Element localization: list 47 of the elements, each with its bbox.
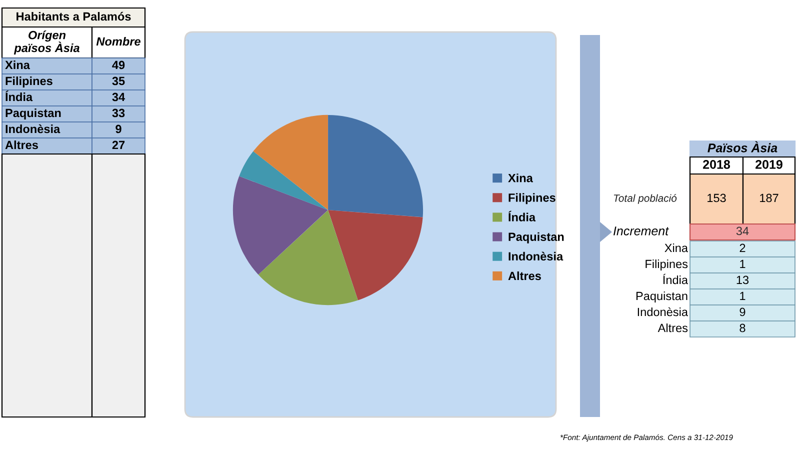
text: 153 bbox=[708, 194, 726, 202]
text: Nombre bbox=[96, 37, 140, 46]
legend-label: Paquistan bbox=[508, 232, 564, 244]
legend-label: Indonèsia bbox=[508, 252, 564, 261]
category-label: Filipines bbox=[6, 76, 52, 88]
data-label: 9 bbox=[740, 308, 746, 316]
category-label: Xina bbox=[664, 243, 688, 252]
data-label: 8 bbox=[740, 324, 746, 332]
pie-slice bbox=[239, 151, 328, 210]
data-label: 1 bbox=[740, 260, 746, 268]
pie-slice bbox=[328, 114, 424, 218]
category-label: Indonèsia bbox=[638, 307, 688, 316]
legend-label: Filipines bbox=[508, 193, 556, 204]
category-label: Indonèsia bbox=[6, 124, 60, 134]
text: Orígen països Àsia bbox=[14, 30, 80, 54]
data-label: 35 bbox=[112, 76, 125, 86]
legend-label: Índia bbox=[508, 210, 536, 222]
category-label: Altres bbox=[658, 323, 688, 332]
text: 187 bbox=[760, 194, 778, 202]
text: Països Àsia bbox=[708, 141, 778, 152]
data-label: 9 bbox=[116, 124, 122, 134]
legend-label: Altres bbox=[508, 271, 541, 280]
category-label: Filipines bbox=[646, 259, 688, 271]
text: 2019 bbox=[756, 160, 782, 169]
category-label: Altres bbox=[5, 140, 38, 150]
category-label: Paquistan bbox=[636, 291, 688, 302]
category-label: Índia bbox=[6, 90, 33, 102]
text: Habitants a Palamós bbox=[16, 12, 131, 21]
data-label: 49 bbox=[112, 60, 125, 70]
data-label: 13 bbox=[736, 276, 749, 284]
text: Increment bbox=[613, 226, 670, 236]
text: 2018 bbox=[703, 160, 730, 169]
data-label: 1 bbox=[740, 292, 746, 300]
text: 34 bbox=[736, 226, 749, 236]
data-label: 2 bbox=[740, 244, 746, 252]
pie-slice bbox=[328, 210, 423, 300]
data-label: 27 bbox=[112, 140, 125, 150]
pie-slice bbox=[258, 210, 358, 306]
legend-label: Xina bbox=[508, 174, 533, 182]
pie-slice bbox=[253, 114, 328, 210]
pie-slice bbox=[232, 176, 328, 275]
data-label: 34 bbox=[112, 92, 126, 102]
category-label: Índia bbox=[663, 274, 688, 284]
category-label: Xina bbox=[5, 60, 30, 70]
data-label: 33 bbox=[112, 108, 125, 118]
text: Total població bbox=[614, 194, 677, 204]
category-label: Paquistan bbox=[6, 108, 61, 120]
